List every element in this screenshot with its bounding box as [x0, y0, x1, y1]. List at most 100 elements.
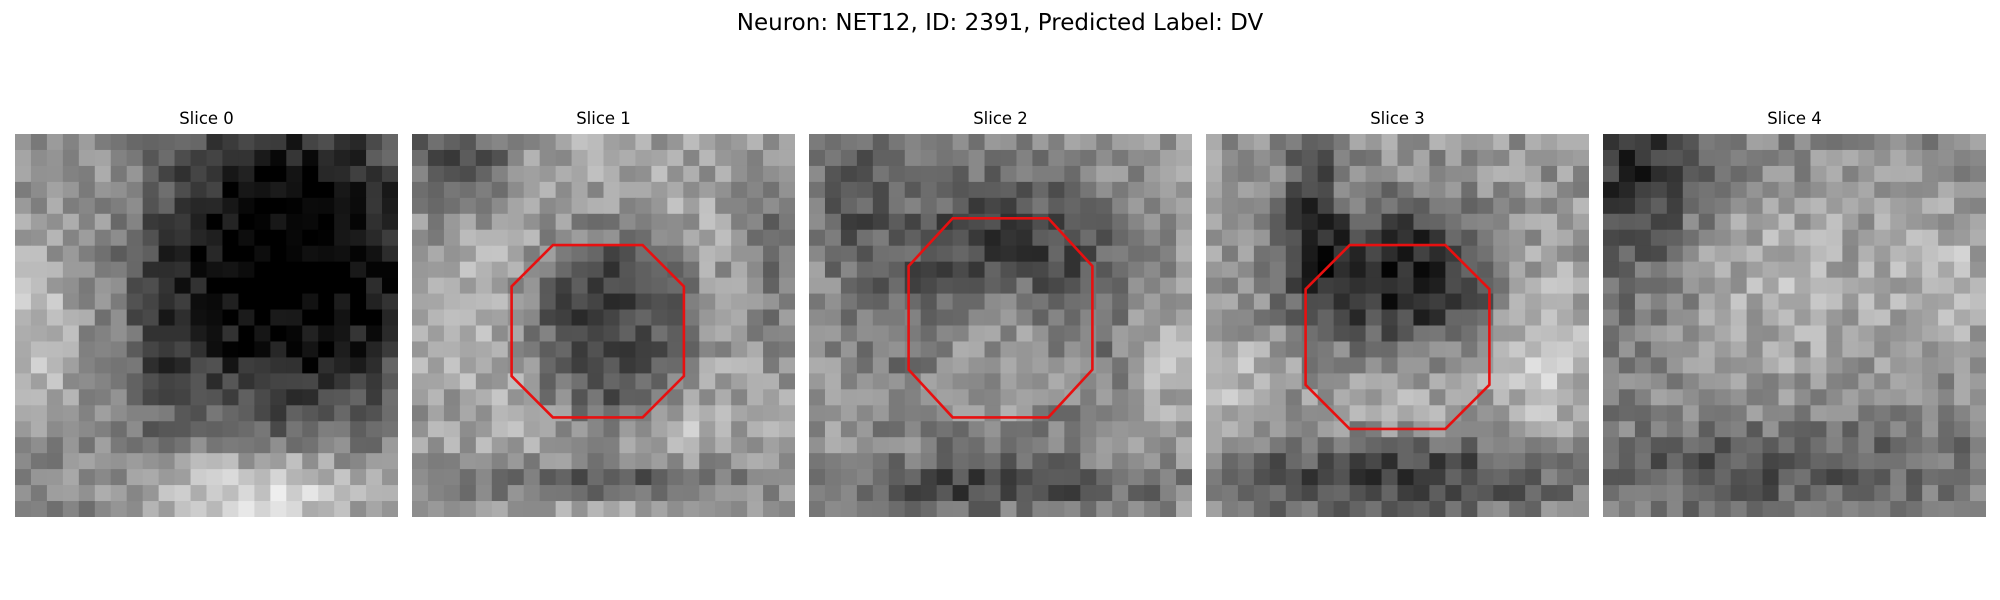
image-pixel: [968, 437, 986, 454]
image-pixel: [619, 389, 637, 406]
image-pixel: [809, 197, 826, 215]
image-pixel: [809, 309, 826, 327]
image-pixel: [1509, 165, 1526, 183]
image-pixel: [190, 389, 208, 406]
image-pixel: [62, 197, 80, 215]
image-pixel: [1397, 341, 1415, 359]
image-pixel: [1064, 245, 1081, 263]
image-pixel: [302, 485, 319, 502]
image-pixel: [1429, 261, 1446, 279]
image-pixel: [603, 245, 621, 263]
image-pixel: [94, 309, 112, 327]
image-pixel: [366, 437, 383, 454]
image-pixel: [715, 181, 732, 199]
image-pixel: [1253, 293, 1271, 311]
image-pixel: [779, 453, 795, 470]
image-pixel: [1634, 421, 1652, 438]
image-pixel: [1333, 165, 1351, 183]
image-pixel: [1858, 261, 1875, 279]
pixel-grid: [412, 134, 795, 517]
image-pixel: [1160, 277, 1177, 295]
image-pixel: [1144, 165, 1161, 183]
image-pixel: [1333, 501, 1351, 517]
image-pixel: [763, 357, 780, 374]
image-pixel: [635, 229, 652, 247]
image-pixel: [1429, 134, 1446, 151]
image-pixel: [763, 405, 780, 422]
image-pixel: [1128, 134, 1145, 151]
image-pixel: [555, 469, 573, 486]
image-pixel: [856, 373, 874, 390]
image-pixel: [952, 325, 970, 343]
image-pixel: [222, 181, 240, 199]
image-pixel: [427, 309, 445, 327]
image-pixel: [318, 277, 335, 295]
image-pixel: [1810, 341, 1828, 359]
image-pixel: [731, 421, 748, 438]
image-pixel: [968, 165, 986, 183]
image-pixel: [1938, 165, 1955, 183]
image-pixel: [1461, 277, 1478, 295]
image-pixel: [238, 421, 255, 438]
image-pixel: [779, 469, 795, 486]
image-pixel: [1048, 453, 1065, 470]
image-pixel: [1573, 213, 1589, 231]
image-pixel: [1618, 293, 1636, 311]
image-pixel: [1269, 229, 1287, 247]
image-pixel: [286, 245, 303, 263]
image-pixel: [334, 373, 351, 390]
image-pixel: [651, 277, 668, 295]
image-pixel: [427, 149, 445, 167]
image-pixel: [1970, 149, 1986, 167]
image-pixel: [1778, 149, 1796, 167]
image-pixel: [1349, 309, 1367, 327]
image-pixel: [715, 261, 732, 279]
image-pixel: [1810, 501, 1828, 517]
image-pixel: [1618, 421, 1636, 438]
image-pixel: [1573, 309, 1589, 327]
image-pixel: [110, 341, 128, 359]
image-pixel: [190, 453, 208, 470]
image-pixel: [1890, 501, 1907, 517]
image-pixel: [667, 325, 684, 343]
image-pixel: [1842, 309, 1859, 327]
image-pixel: [46, 437, 64, 454]
image-pixel: [1381, 389, 1399, 406]
image-pixel: [302, 149, 319, 167]
image-pixel: [1970, 421, 1986, 438]
image-pixel: [1650, 485, 1668, 502]
image-pixel: [1650, 293, 1668, 311]
image-pixel: [270, 134, 287, 151]
image-pixel: [334, 341, 351, 359]
image-pixel: [683, 261, 700, 279]
image-pixel: [206, 485, 224, 502]
image-pixel: [1080, 165, 1097, 183]
image-pixel: [412, 373, 429, 390]
image-pixel: [984, 501, 1002, 517]
image-pixel: [1714, 261, 1732, 279]
image-pixel: [1493, 421, 1510, 438]
image-pixel: [1285, 149, 1303, 167]
image-pixel: [1144, 341, 1161, 359]
image-pixel: [1000, 277, 1018, 295]
image-pixel: [1000, 437, 1018, 454]
image-pixel: [1048, 469, 1065, 486]
image-pixel: [587, 149, 605, 167]
image-pixel: [920, 293, 938, 311]
image-pixel: [1557, 134, 1574, 151]
image-pixel: [840, 245, 858, 263]
image-pixel: [763, 134, 780, 151]
image-pixel: [1650, 453, 1668, 470]
image-pixel: [1938, 261, 1955, 279]
image-pixel: [587, 485, 605, 502]
image-pixel: [1603, 357, 1620, 374]
image-pixel: [1954, 469, 1971, 486]
image-pixel: [667, 261, 684, 279]
image-pixel: [1746, 485, 1764, 502]
image-pixel: [555, 325, 573, 343]
image-pixel: [1650, 245, 1668, 263]
image-pixel: [334, 213, 351, 231]
image-pixel: [1445, 373, 1462, 390]
image-pixel: [222, 309, 240, 327]
image-pixel: [491, 485, 509, 502]
